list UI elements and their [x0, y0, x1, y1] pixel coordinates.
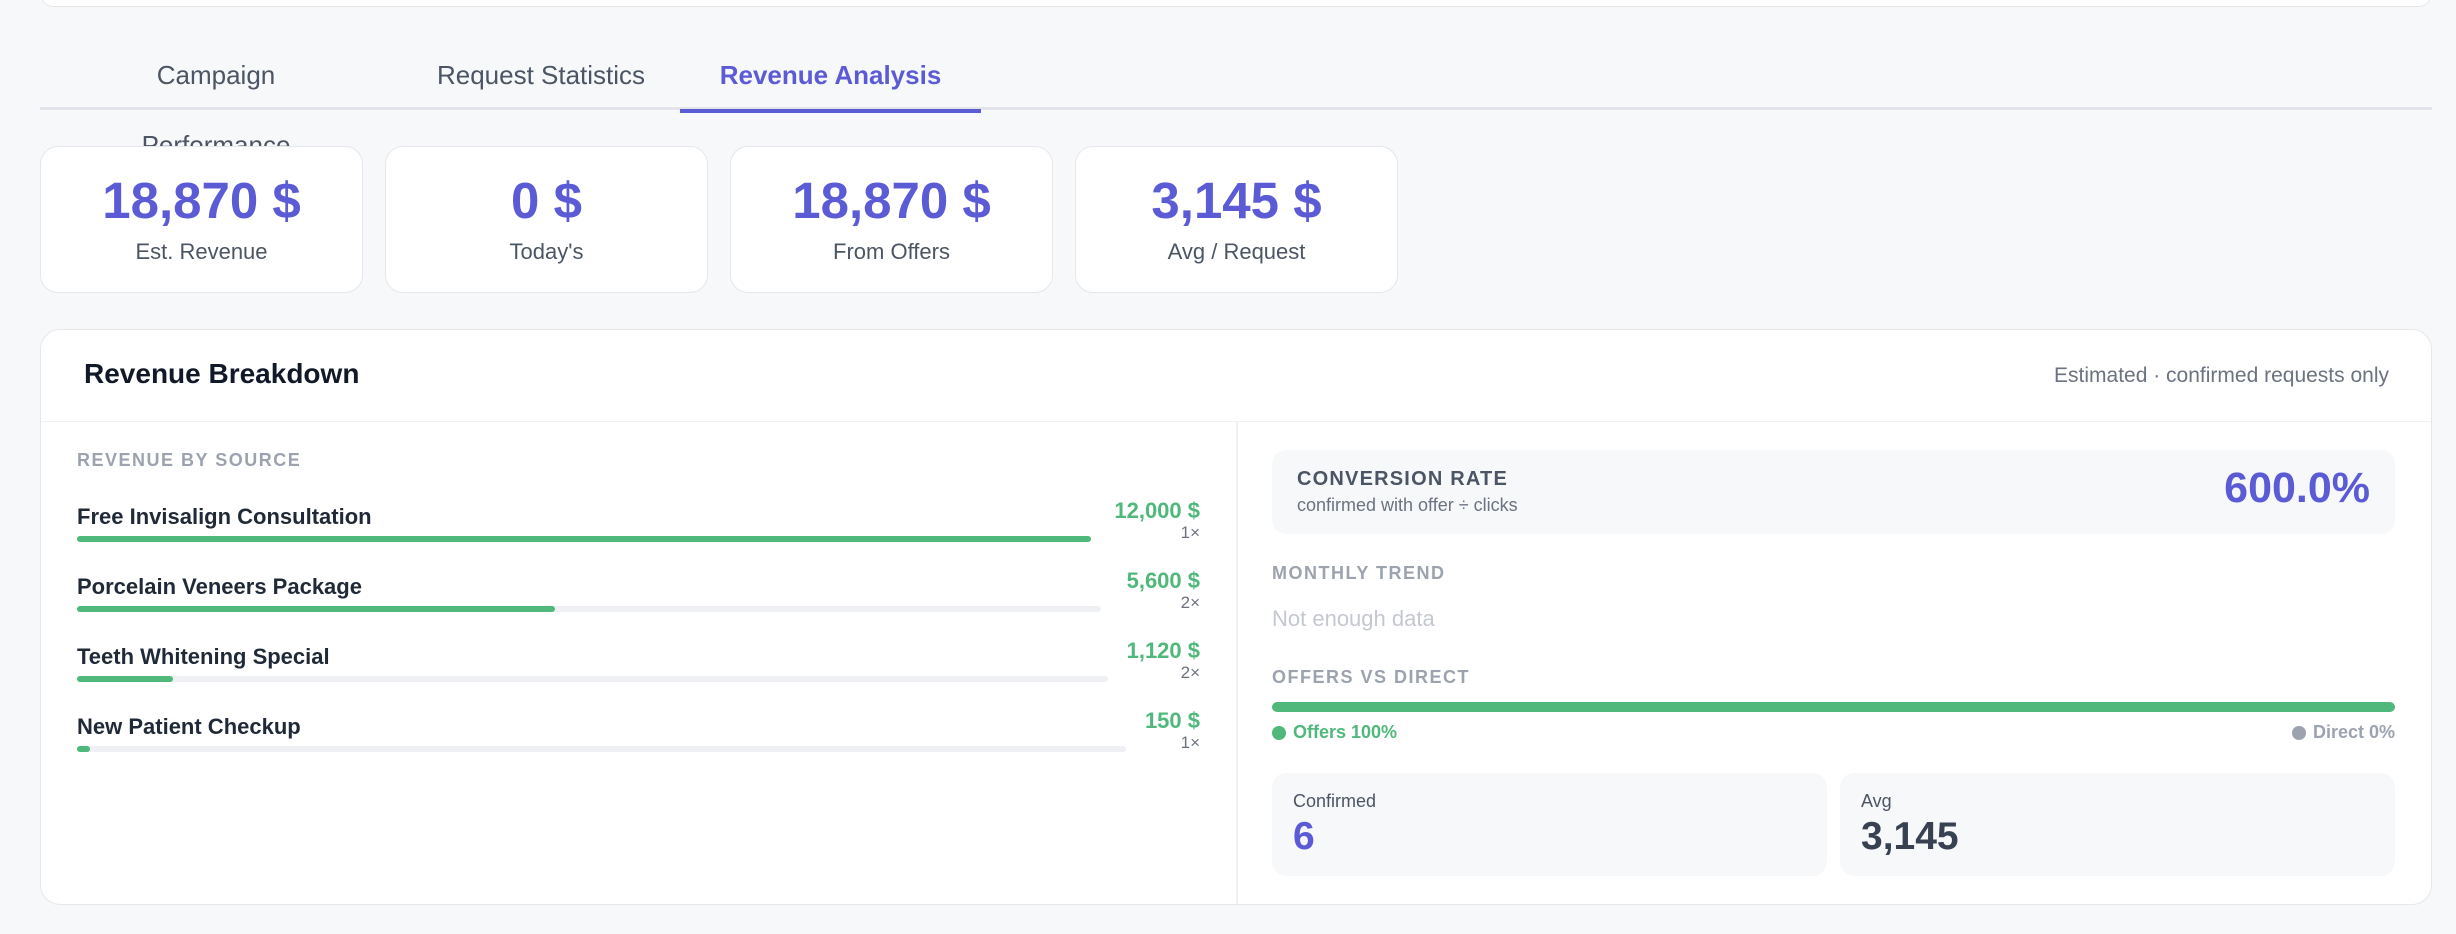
- conversion-subtitle: confirmed with offer ÷ clicks: [1297, 495, 1518, 515]
- stat-card-todays: 0 $ Today's: [385, 146, 708, 293]
- source-amount: 1,120 $: [1126, 638, 1200, 663]
- stat-value: 0 $: [511, 172, 582, 229]
- source-count: 1×: [1180, 523, 1200, 542]
- source-bar-fill: [77, 536, 1091, 542]
- stat-label: Est. Revenue: [135, 239, 268, 264]
- avg-label: Avg: [1861, 791, 1892, 811]
- source-bar-track: [77, 536, 1091, 542]
- tab-bar: Campaign Performance Request Statistics …: [40, 40, 2432, 160]
- confirmed-value: 6: [1293, 815, 1315, 858]
- source-name: Porcelain Veneers Package: [77, 574, 362, 599]
- source-bar-track: [77, 606, 1101, 612]
- source-bar-fill: [77, 746, 91, 752]
- source-count: 1×: [1180, 733, 1200, 752]
- stat-label: Today's: [509, 239, 584, 264]
- offers-share-fill: [1272, 702, 2395, 712]
- breakdown-note: Estimated · confirmed requests only: [2054, 364, 2389, 387]
- top-card-edge: [40, 0, 2432, 7]
- source-row: Teeth Whitening Special 1,120 $ 2×: [77, 632, 1200, 696]
- conversion-rate-box: CONVERSION RATE confirmed with offer ÷ c…: [1272, 450, 2395, 534]
- source-count: 2×: [1180, 663, 1200, 682]
- source-row: Free Invisalign Consultation 12,000 $ 1×: [77, 492, 1200, 556]
- conversion-title: CONVERSION RATE: [1297, 468, 1508, 490]
- source-row: New Patient Checkup 150 $ 1×: [77, 702, 1200, 766]
- tab-request-statistics[interactable]: Request Statistics: [436, 60, 646, 90]
- trend-empty-text: Not enough data: [1272, 606, 1435, 631]
- direct-legend: Direct 0%: [2291, 722, 2395, 743]
- avg-value: 3,145: [1861, 815, 1959, 858]
- avg-card: Avg 3,145: [1840, 773, 2395, 876]
- offers-vs-direct-label: OFFERS VS DIRECT: [1272, 667, 1471, 687]
- breakdown-title: Revenue Breakdown: [84, 358, 360, 389]
- breakdown-header: Revenue Breakdown Estimated · confirmed …: [41, 330, 2431, 422]
- stat-label: From Offers: [833, 239, 950, 264]
- offers-vs-direct-track: [1272, 702, 2395, 712]
- source-name: New Patient Checkup: [77, 714, 301, 739]
- source-name: Teeth Whitening Special: [77, 644, 330, 669]
- direct-dot-icon: [2291, 725, 2306, 740]
- source-amount: 12,000 $: [1114, 498, 1200, 523]
- stat-card-avg-request: 3,145 $ Avg / Request: [1075, 146, 1398, 293]
- conversion-value: 600.0%: [2224, 464, 2370, 512]
- stat-value: 18,870 $: [792, 172, 991, 229]
- offers-legend: Offers 100%: [1272, 722, 1397, 743]
- source-amount: 150 $: [1144, 708, 1200, 733]
- source-bar-fill: [77, 676, 174, 682]
- source-count: 2×: [1180, 593, 1200, 612]
- stat-label: Avg / Request: [1167, 239, 1306, 264]
- column-divider: [1236, 422, 1238, 904]
- source-row: Porcelain Veneers Package 5,600 $ 2×: [77, 562, 1200, 626]
- source-bar-track: [77, 746, 1126, 752]
- revenue-by-source-label: REVENUE BY SOURCE: [77, 450, 302, 470]
- offers-dot-icon: [1272, 725, 1286, 740]
- confirmed-label: Confirmed: [1293, 791, 1377, 811]
- source-name: Free Invisalign Consultation: [77, 504, 372, 529]
- stat-card-est-revenue: 18,870 $ Est. Revenue: [40, 146, 363, 293]
- tab-campaign-performance[interactable]: Campaign Performance: [141, 60, 291, 160]
- source-bar-fill: [77, 606, 555, 612]
- source-amount: 5,600 $: [1126, 568, 1200, 593]
- offers-legend-text: Offers 100%: [1293, 722, 1398, 742]
- source-bar-track: [77, 676, 1108, 682]
- stat-value: 18,870 $: [102, 172, 301, 229]
- stat-value: 3,145 $: [1151, 172, 1322, 229]
- monthly-trend-label: MONTHLY TREND: [1272, 563, 1446, 583]
- stat-card-from-offers: 18,870 $ From Offers: [730, 146, 1053, 293]
- direct-legend-text: Direct 0%: [2312, 722, 2395, 742]
- confirmed-card: Confirmed 6: [1272, 773, 1827, 876]
- tab-revenue-analysis[interactable]: Revenue Analysis: [680, 40, 981, 113]
- revenue-breakdown-card: Revenue Breakdown Estimated · confirmed …: [40, 329, 2432, 905]
